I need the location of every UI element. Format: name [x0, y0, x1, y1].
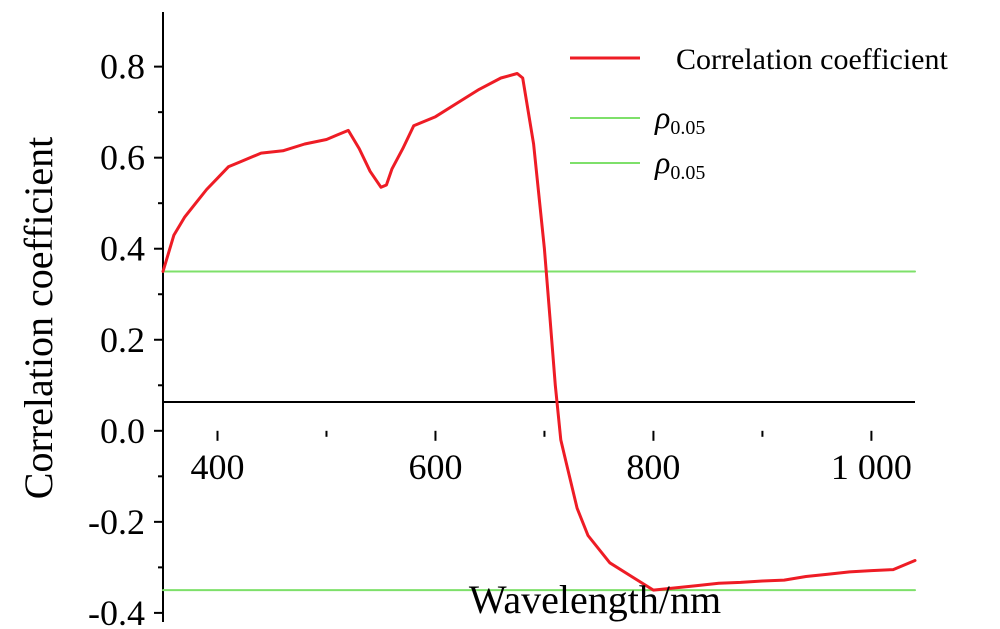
- legend-rho-subscript: 0.05: [670, 117, 705, 139]
- legend-label-correlation: Correlation coefficient: [676, 43, 948, 76]
- legend-rho-subscript: 0.05: [670, 162, 705, 184]
- legend: Correlation coefficient ρ0.05 ρ0.05: [570, 43, 948, 184]
- series-layer: [161, 72, 917, 592]
- legend-rho-symbol: ρ: [654, 99, 670, 135]
- y-tick-label: 0.8: [100, 47, 145, 87]
- x-tick-label: 600: [408, 447, 462, 487]
- legend-label-rho-lower: ρ0.05: [654, 144, 705, 184]
- x-ticks: 400 600 800 1 000: [190, 430, 912, 487]
- y-ticks: -0.4 -0.2 0.0 0.2 0.4 0.6 0.8: [88, 47, 163, 629]
- x-tick-label: 1 000: [831, 447, 912, 487]
- x-axis-title: Wavelength/nm: [469, 577, 721, 622]
- y-tick-label: 0.0: [100, 411, 145, 451]
- series-correlation-line: [161, 72, 917, 592]
- x-tick-label: 800: [626, 447, 680, 487]
- legend-label-rho-upper: ρ0.05: [654, 99, 705, 139]
- y-tick-label: 0.2: [100, 320, 145, 360]
- y-tick-label: -0.4: [88, 593, 145, 629]
- y-axis-title: Correlation coefficient: [16, 137, 61, 499]
- y-tick-label: 0.4: [100, 229, 145, 269]
- y-tick-label: 0.6: [100, 138, 145, 178]
- legend-rho-symbol: ρ: [654, 144, 670, 180]
- x-tick-label: 400: [190, 447, 244, 487]
- y-tick-label: -0.2: [88, 502, 145, 542]
